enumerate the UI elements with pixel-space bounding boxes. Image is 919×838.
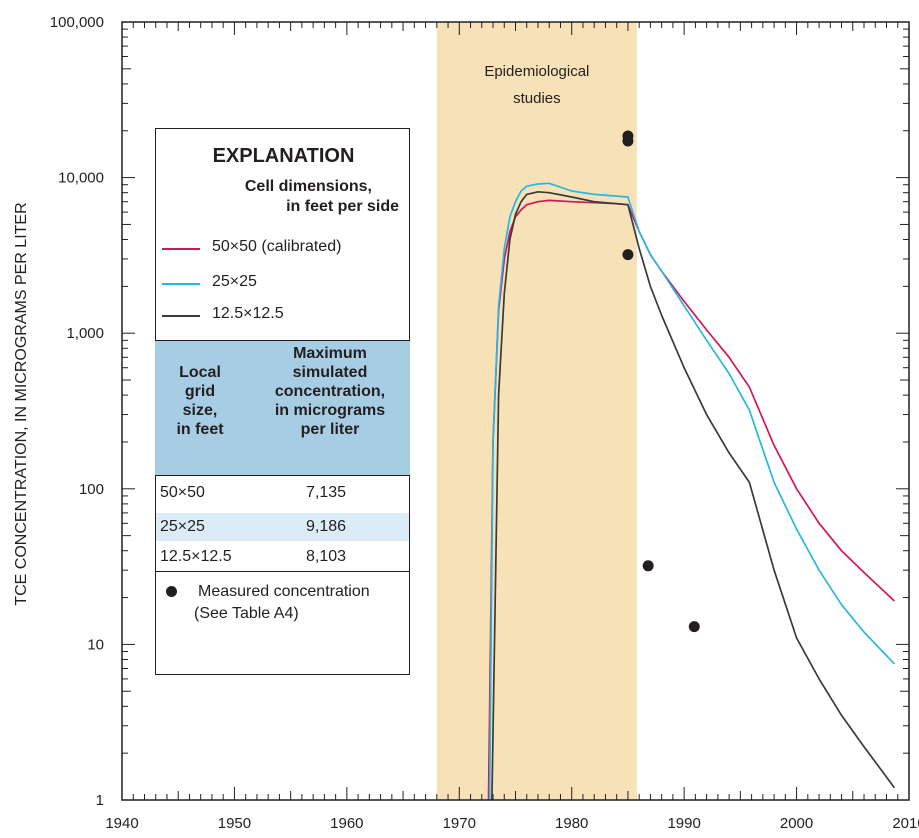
measured-label-line-2: (See Table A4) <box>194 605 299 622</box>
y-axis-title: TCE CONCENTRATION, IN MICROGRAMS PER LIT… <box>13 202 30 605</box>
y-tick-label: 1,000 <box>66 325 104 342</box>
legend-label-25x25: 25×25 <box>212 273 257 290</box>
x-tick-label: 1970 <box>443 815 476 832</box>
legend-subtitle-line-2: in feet per side <box>286 198 399 215</box>
header-max-line: simulated <box>292 364 368 381</box>
legend-label-12.5x12.5: 12.5×12.5 <box>212 305 284 322</box>
table-cell-size: 50×50 <box>160 484 205 501</box>
x-tick-label: 1990 <box>667 815 700 832</box>
header-grid-size-line: in feet <box>176 421 224 438</box>
epidemiological-studies-span <box>436 22 637 800</box>
measured-label-line-1: Measured concentration <box>198 583 370 600</box>
legend-swatch-50x50 <box>162 248 200 250</box>
x-tick-label: 1980 <box>555 815 588 832</box>
span-label-line-2: studies <box>513 90 561 107</box>
measured-point <box>642 560 654 572</box>
x-tick-label: 2010 <box>892 815 919 832</box>
legend-title: EXPLANATION <box>212 145 355 167</box>
table-cell-max: 7,135 <box>306 484 347 501</box>
tick-labels: 1940 1950 1960 1970 1980 1990 2000 2010 1 10 100 1,… <box>50 14 919 832</box>
series-line-1 <box>488 182 896 801</box>
y-tick-label: 100,000 <box>50 14 104 31</box>
table-row: 12.5×12.5 8,103 <box>156 543 409 571</box>
explanation-legend: EXPLANATION Cell dimensions, in feet per… <box>155 128 410 675</box>
header-grid-size-line: grid <box>184 383 216 400</box>
y-tick-label: 10 <box>87 636 104 653</box>
x-tick-label: 1940 <box>105 815 138 832</box>
measured-point <box>622 135 634 147</box>
table-row: 50×50 7,135 <box>156 479 409 507</box>
legend-swatch-12.5x12.5 <box>162 315 200 317</box>
x-tick-label: 1950 <box>218 815 251 832</box>
legend-swatch-25x25 <box>162 283 200 285</box>
legend-label-50x50: 50×50 (calibrated) <box>212 238 342 255</box>
table-cell-size: 25×25 <box>160 518 205 535</box>
measured-points <box>622 130 700 633</box>
grid-table-header: Local grid size, in feet Maximum simulat… <box>155 340 410 476</box>
series-line-2 <box>491 190 896 801</box>
measured-point <box>688 621 700 633</box>
table-divider <box>156 571 409 572</box>
series-lines <box>487 182 896 801</box>
header-grid-size-line: Local <box>179 364 221 381</box>
table-cell-max: 8,103 <box>306 548 347 565</box>
table-cell-size: 12.5×12.5 <box>160 548 232 565</box>
header-max-concentration: Maximum simulated concentration, in micr… <box>250 344 410 439</box>
table-row: 25×25 9,186 <box>156 513 409 541</box>
header-grid-size-line: size, <box>182 402 218 419</box>
header-grid-size: Local grid size, in feet <box>159 363 241 439</box>
measured-point-icon <box>166 586 177 597</box>
y-tick-label: 1 <box>96 792 104 809</box>
span-label-line-1: Epidemiological <box>484 63 589 80</box>
y-tick-label: 10,000 <box>58 170 104 187</box>
legend-subtitle-line-1: Cell dimensions, <box>244 178 372 195</box>
table-cell-max: 9,186 <box>306 518 347 535</box>
y-tick-label: 100 <box>79 481 104 498</box>
x-tick-label: 1960 <box>330 815 363 832</box>
header-max-line: per liter <box>300 421 360 438</box>
x-tick-label: 2000 <box>780 815 813 832</box>
header-max-line: in micrograms <box>274 402 386 419</box>
header-max-line: Maximum <box>293 345 367 362</box>
plot-frame <box>121 21 910 801</box>
measured-point <box>622 249 634 261</box>
header-max-line: concentration, <box>274 383 386 400</box>
